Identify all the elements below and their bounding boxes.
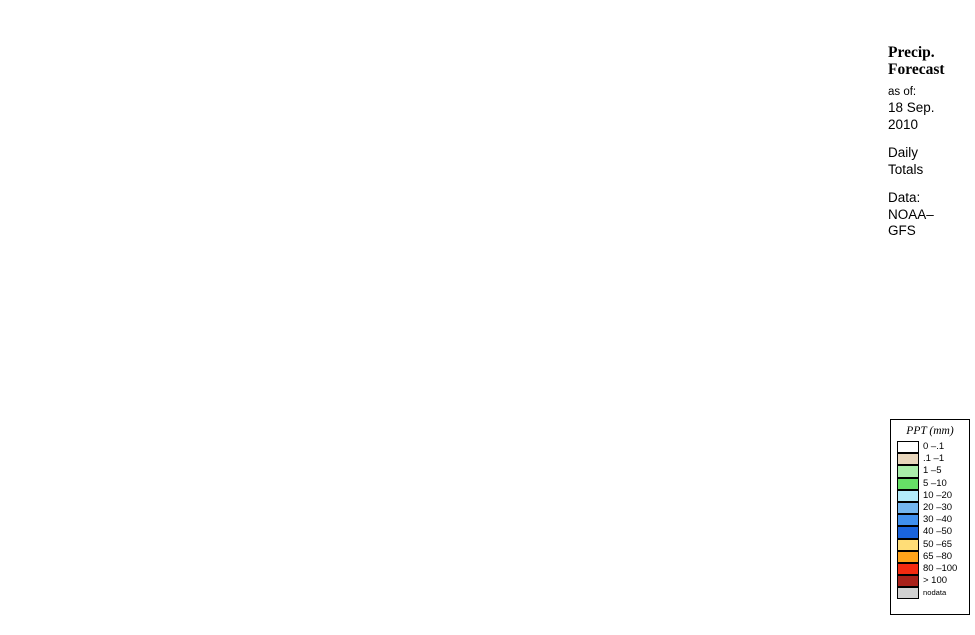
legend-swatch <box>897 526 919 539</box>
info-spacer-1 <box>888 133 974 145</box>
info-panel: Precip. Forecast as of: 18 Sep. 2010 Dai… <box>888 44 974 240</box>
legend-label: 50 –65 <box>923 538 953 550</box>
legend-row: 30 –40 <box>891 514 969 527</box>
legend-title: PPT (mm) <box>906 425 954 437</box>
info-totals-line2: Totals <box>888 161 924 177</box>
legend-row: 5 –10 <box>891 477 969 490</box>
legend-row: 10 –20 <box>891 489 969 502</box>
legend-row: 20 –30 <box>891 501 969 515</box>
legend-swatch <box>897 538 919 551</box>
legend-swatch <box>897 562 919 576</box>
legend-row: 40 –50 <box>891 526 969 539</box>
legend-label: 40 –50 <box>923 526 953 538</box>
legend-swatch <box>897 514 919 527</box>
legend-label: 10 –20 <box>923 489 953 501</box>
info-data-label: Data: <box>888 190 921 205</box>
info-heading-line2: Forecast <box>888 61 945 78</box>
info-totals-line1: Daily <box>888 145 919 160</box>
legend-label: > 100 <box>923 575 948 587</box>
legend-swatch <box>897 575 919 588</box>
legend-swatch <box>897 441 919 454</box>
info-asof-date-line2: 2010 <box>888 116 919 132</box>
info-data-source-line1: NOAA– <box>888 206 934 222</box>
legend-swatch <box>897 453 919 466</box>
info-asof-label: as of: <box>888 86 917 98</box>
legend-row: .1 –1 <box>891 453 969 466</box>
legend-swatch <box>897 587 919 600</box>
info-heading-line1: Precip. <box>888 44 935 61</box>
legend-label: 65 –80 <box>923 550 953 562</box>
legend-label: 20 –30 <box>923 501 953 513</box>
info-asof-date-line1: 18 Sep. <box>888 100 935 115</box>
legend-row: > 100 <box>891 575 969 588</box>
info-heading: Precip. Forecast <box>888 44 974 78</box>
legend-swatch <box>897 489 919 502</box>
legend-label: 1 –5 <box>923 465 942 477</box>
legend-swatch <box>897 477 919 490</box>
legend-label: nodata <box>923 588 947 598</box>
info-data-source-line2: GFS <box>888 223 916 238</box>
info-spacer-2 <box>888 178 974 190</box>
legend-swatch <box>897 465 919 478</box>
legend-label: 0 –.1 <box>923 441 945 452</box>
legend-row: nodata <box>891 587 969 600</box>
legend-row: 50 –65 <box>891 538 969 551</box>
legend-label: .1 –1 <box>923 453 945 465</box>
legend-swatch <box>897 501 919 515</box>
legend-row: 1 –5 <box>891 465 969 478</box>
legend-label: 80 –100 <box>923 562 958 574</box>
legend-label: 30 –40 <box>923 514 953 526</box>
legend-label: 5 –10 <box>923 477 947 489</box>
legend-row: 65 –80 <box>891 550 969 563</box>
legend-row: 80 –100 <box>891 562 969 576</box>
legend-row: 0 –.1 <box>891 441 969 454</box>
legend-box: PPT (mm) 0 –.1.1 –1 1 –5 5 –10 10 –20 20 –30… <box>890 419 970 615</box>
legend-swatch <box>897 550 919 563</box>
legend-rows: 0 –.1.1 –1 1 –5 5 –10 10 –20 20 –30 30 –40 40 … <box>891 441 969 600</box>
